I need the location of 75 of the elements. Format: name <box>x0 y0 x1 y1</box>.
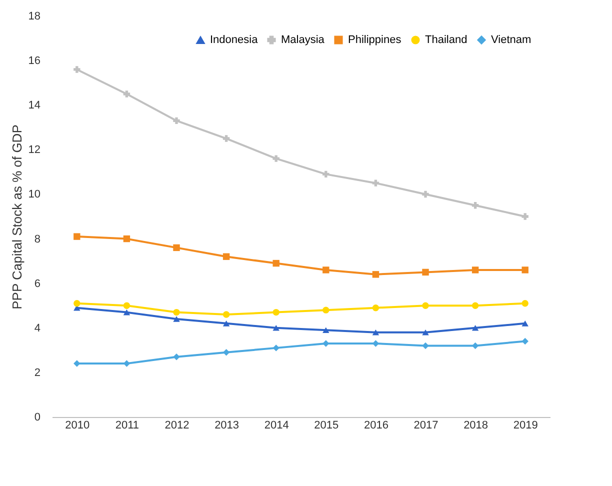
point <box>522 213 528 220</box>
point <box>74 300 80 307</box>
point <box>522 266 528 274</box>
point <box>173 316 180 322</box>
y-axis-title: PPP Capital Stock as % of GDP <box>9 124 24 310</box>
point <box>222 135 230 142</box>
x-tick-label: 2018 <box>464 420 488 432</box>
point <box>272 260 280 267</box>
y-tick-label: 0 <box>34 412 40 424</box>
point <box>422 342 429 350</box>
legend-label: Thailand <box>425 34 468 46</box>
point <box>222 320 230 326</box>
point <box>372 180 380 186</box>
point <box>272 308 280 316</box>
y-tick-label: 12 <box>28 144 40 156</box>
point <box>123 302 130 309</box>
y-tick-label: 14 <box>28 100 40 112</box>
x-tick-label: 2016 <box>364 420 388 432</box>
point <box>173 244 180 252</box>
point <box>472 302 479 309</box>
point <box>173 117 180 124</box>
y-tick-label: 16 <box>28 55 40 68</box>
y-tick-label: 18 <box>28 10 40 22</box>
legend-label: Indonesia <box>210 34 259 46</box>
point <box>322 266 330 274</box>
point <box>123 90 130 98</box>
point <box>322 327 330 334</box>
point <box>422 268 429 276</box>
point <box>472 324 479 331</box>
y-tick-label: 8 <box>34 233 40 246</box>
point <box>372 304 380 312</box>
point <box>74 360 80 367</box>
point <box>173 308 180 316</box>
point <box>123 309 130 316</box>
y-tick-label: 2 <box>34 366 40 379</box>
point <box>74 66 80 73</box>
point <box>522 338 528 345</box>
x-tick-label: 2012 <box>164 420 190 432</box>
x-tick-label: 2015 <box>314 420 339 432</box>
point <box>123 360 130 367</box>
point <box>522 300 528 307</box>
point <box>422 190 429 198</box>
point <box>422 329 429 336</box>
point <box>74 233 80 240</box>
point <box>322 306 330 314</box>
point <box>472 342 479 350</box>
y-tick-label: 4 <box>34 322 40 334</box>
y-tick-label: 10 <box>28 188 40 201</box>
point <box>173 353 180 360</box>
x-tick-label: 2013 <box>214 420 240 432</box>
point <box>372 271 380 278</box>
point <box>372 329 380 336</box>
x-tick-label: 2017 <box>414 420 438 432</box>
point <box>322 170 330 178</box>
x-tick-label: 2010 <box>65 420 90 432</box>
legend-label: Malaysia <box>281 34 326 46</box>
point <box>222 253 230 260</box>
point <box>472 266 479 274</box>
point <box>222 311 230 318</box>
y-tick-label: 6 <box>34 278 40 290</box>
x-tick-label: 2011 <box>115 420 140 432</box>
point <box>422 302 429 309</box>
point <box>222 349 230 356</box>
point <box>472 202 479 209</box>
legend-label: Vietnam <box>491 34 532 46</box>
x-tick-label: 2019 <box>513 420 538 432</box>
point <box>522 320 528 326</box>
point <box>372 340 380 347</box>
x-tick-label: 2014 <box>264 420 289 432</box>
point <box>272 344 280 352</box>
point <box>123 235 130 242</box>
point <box>272 155 280 162</box>
legend-label: Philippines <box>348 34 402 46</box>
point <box>322 340 330 347</box>
point <box>272 324 280 331</box>
